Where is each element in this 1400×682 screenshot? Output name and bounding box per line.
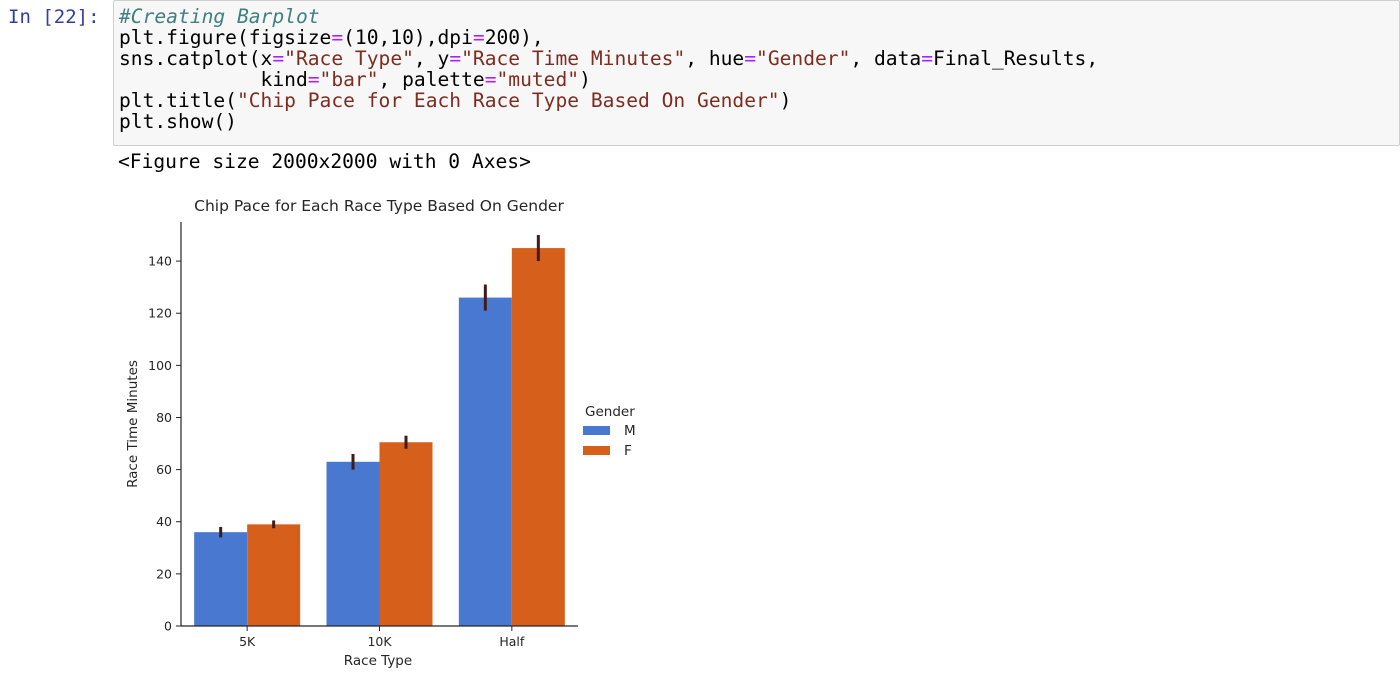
cell-prompt: In [22]: xyxy=(8,6,100,28)
bar-M-5K xyxy=(194,532,248,626)
bar-F-5K xyxy=(247,524,301,626)
code-token: = xyxy=(472,26,485,49)
y-tick-label: 0 xyxy=(164,619,172,634)
x-axis-label: Race Type xyxy=(344,653,412,669)
x-tick-label: 5K xyxy=(239,634,256,649)
code-string: "muted" xyxy=(496,68,580,91)
legend-title: Gender xyxy=(585,404,635,420)
code-token: = xyxy=(307,68,320,91)
code-token: = xyxy=(272,47,285,70)
code-token: (10,10),dpi xyxy=(343,26,473,49)
bar-F-10K xyxy=(379,442,433,626)
legend-swatch-M xyxy=(583,426,610,435)
code-string: "Gender" xyxy=(756,47,851,70)
legend-label-M: M xyxy=(624,423,636,439)
code-token: = xyxy=(744,47,757,70)
y-tick-label: 120 xyxy=(148,306,172,321)
y-tick-label: 80 xyxy=(156,410,172,425)
bar-M-10K xyxy=(326,461,380,626)
code-string: "bar" xyxy=(319,68,379,91)
bar-F-Half xyxy=(511,248,565,626)
x-tick-label: 10K xyxy=(367,634,392,649)
code-token: , y xyxy=(413,47,450,70)
code-comment: #Creating Barplot xyxy=(119,5,320,28)
y-tick-label: 140 xyxy=(148,254,172,269)
bar-M-Half xyxy=(458,297,512,626)
code-token: = xyxy=(921,47,933,70)
code-token: plt.show() xyxy=(119,110,237,133)
code-token: sns.catplot(x xyxy=(119,47,273,70)
y-tick-label: 20 xyxy=(156,566,172,581)
code-token: plt.title( xyxy=(119,89,237,112)
code-input-area[interactable]: #Creating Barplot plt.figure(figsize=(10… xyxy=(113,0,1400,146)
code-token: , palette xyxy=(378,68,485,91)
code-token: plt.figure(figsize xyxy=(119,26,332,49)
x-tick-label: Half xyxy=(499,634,525,649)
code-token: = xyxy=(331,26,344,49)
legend-label-F: F xyxy=(624,443,632,459)
y-tick-label: 40 xyxy=(156,514,172,529)
code-token: ) xyxy=(579,68,591,91)
code-string: "Race Type" xyxy=(284,47,414,70)
chart-title: Chip Pace for Each Race Type Based On Ge… xyxy=(194,197,564,215)
y-tick-label: 60 xyxy=(156,462,172,477)
code-token: Final_Results, xyxy=(932,47,1099,70)
code-string: "Race Time Minutes" xyxy=(461,47,686,70)
code-token: = xyxy=(484,68,497,91)
legend-swatch-F xyxy=(583,446,610,455)
code-token: kind xyxy=(119,68,308,91)
y-axis-label: Race Time Minutes xyxy=(125,360,141,488)
output-text: <Figure size 2000x2000 with 0 Axes> xyxy=(118,150,531,173)
y-tick-label: 100 xyxy=(148,358,172,373)
code-token: , data xyxy=(850,47,922,70)
code-editor[interactable]: #Creating Barplot plt.figure(figsize=(10… xyxy=(119,6,1098,132)
code-token: , hue xyxy=(685,47,745,70)
code-token: ) xyxy=(779,89,792,112)
code-string: "Chip Pace for Each Race Type Based On G… xyxy=(236,89,780,112)
code-token: 200), xyxy=(484,26,544,49)
code-token: = xyxy=(449,47,462,70)
